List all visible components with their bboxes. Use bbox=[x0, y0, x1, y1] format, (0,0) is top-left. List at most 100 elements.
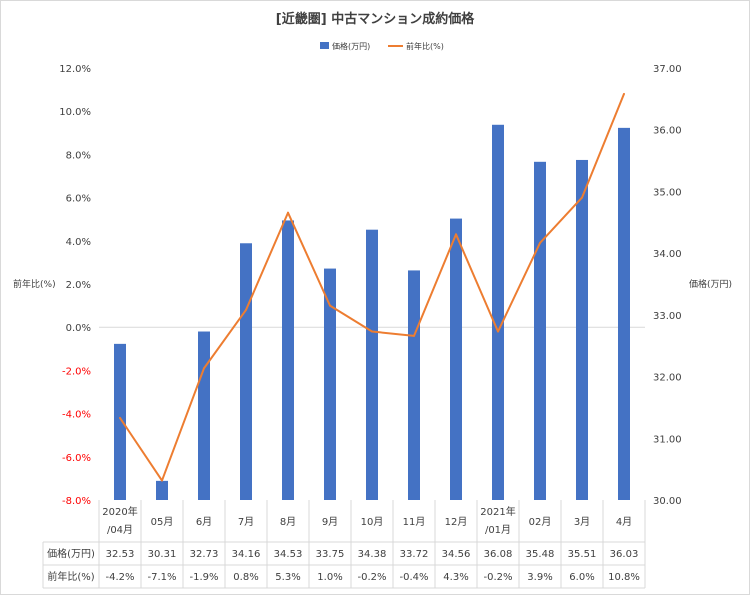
left-tick-label: 12.0% bbox=[59, 64, 91, 75]
line-point bbox=[581, 196, 583, 199]
right-tick-label: 34.00 bbox=[653, 249, 682, 260]
category-label: 11月 bbox=[403, 516, 426, 528]
category-label: 2020年 bbox=[102, 505, 137, 518]
bar bbox=[198, 331, 210, 500]
line-series bbox=[119, 92, 625, 482]
table-cell-price: 36.03 bbox=[610, 549, 639, 560]
right-tick-label: 36.00 bbox=[653, 126, 682, 137]
category-label: 02月 bbox=[529, 516, 552, 528]
line-point bbox=[203, 367, 205, 370]
category-label: 2021年 bbox=[480, 505, 515, 518]
table-cell-price: 33.72 bbox=[400, 549, 429, 560]
right-tick-label: 37.00 bbox=[653, 64, 682, 75]
line-point bbox=[539, 241, 541, 244]
table-row-header-yoy: 前年比(%) bbox=[47, 570, 94, 583]
right-tick-label: 33.00 bbox=[653, 311, 682, 322]
table-cell-yoy: 4.3% bbox=[443, 572, 468, 583]
line-point bbox=[497, 330, 499, 333]
category-label: 12月 bbox=[445, 516, 468, 528]
category-label: 4月 bbox=[616, 516, 632, 528]
bar bbox=[366, 229, 378, 501]
left-tick-label: -6.0% bbox=[62, 453, 91, 464]
line-point bbox=[287, 211, 289, 214]
bar bbox=[450, 218, 462, 500]
line-point bbox=[371, 330, 373, 333]
left-axis: 12.0% 10.0% 8.0% 6.0% 4.0% 2.0% 0.0% -2.0% -4.0%… bbox=[59, 64, 91, 507]
table-cell-yoy: -1.9% bbox=[189, 572, 218, 583]
left-tick-label: 10.0% bbox=[59, 107, 91, 118]
table-cell-price: 33.75 bbox=[316, 549, 345, 560]
line-point bbox=[329, 304, 331, 307]
legend-label-bar: 価格(万円) bbox=[332, 41, 370, 51]
category-label: 7月 bbox=[238, 516, 254, 528]
legend-swatch-bar bbox=[320, 42, 329, 49]
line-point bbox=[119, 416, 121, 419]
left-tick-label: 0.0% bbox=[66, 323, 91, 334]
bar-series bbox=[114, 124, 630, 501]
left-tick-label: -2.0% bbox=[62, 366, 91, 377]
line-point bbox=[623, 92, 625, 95]
bar bbox=[618, 127, 630, 500]
table-cell-price: 34.16 bbox=[232, 549, 261, 560]
right-axis-title: 価格(万円) bbox=[689, 278, 732, 290]
table-cell-yoy: -0.2% bbox=[357, 572, 386, 583]
table-cell-yoy: 6.0% bbox=[569, 572, 594, 583]
table-cell-price: 35.48 bbox=[526, 549, 555, 560]
category-label: 10月 bbox=[361, 516, 384, 528]
line-point bbox=[455, 233, 457, 236]
table-row-header-price: 価格(万円) bbox=[47, 547, 95, 560]
table-cell-yoy: 10.8% bbox=[608, 572, 640, 583]
line-point bbox=[161, 479, 163, 482]
bar bbox=[240, 243, 252, 501]
bar bbox=[114, 343, 126, 500]
legend: 価格(万円) 前年比(%) bbox=[320, 41, 444, 51]
table-cell-price: 36.08 bbox=[484, 549, 513, 560]
left-tick-label: 8.0% bbox=[66, 150, 91, 161]
table-cell-price: 34.56 bbox=[442, 549, 471, 560]
left-tick-label: 6.0% bbox=[66, 194, 91, 205]
category-label: 3月 bbox=[574, 516, 590, 528]
table-cell-price: 32.53 bbox=[106, 549, 135, 560]
table-cell-yoy: -0.4% bbox=[399, 572, 428, 583]
table-cell-price: 34.38 bbox=[358, 549, 387, 560]
category-label: 8月 bbox=[280, 516, 296, 528]
table-cell-price: 35.51 bbox=[568, 549, 597, 560]
bar bbox=[408, 270, 420, 500]
right-tick-label: 31.00 bbox=[653, 434, 682, 445]
table-cell-price: 30.31 bbox=[148, 549, 177, 560]
left-tick-label: -8.0% bbox=[62, 496, 91, 507]
category-label: /01月 bbox=[485, 524, 511, 536]
bar bbox=[492, 124, 504, 500]
right-tick-label: 30.00 bbox=[653, 496, 682, 507]
bar bbox=[282, 220, 294, 501]
table-cell-yoy: 3.9% bbox=[527, 572, 552, 583]
left-tick-label: 4.0% bbox=[66, 237, 91, 248]
table-cell-yoy: -7.1% bbox=[147, 572, 176, 583]
line-point bbox=[245, 308, 247, 311]
category-label: 05月 bbox=[151, 516, 174, 528]
left-tick-label: -4.0% bbox=[62, 410, 91, 421]
right-tick-label: 35.00 bbox=[653, 187, 682, 198]
table-cell-price: 32.73 bbox=[190, 549, 219, 560]
bar bbox=[156, 480, 168, 500]
chart-title: [近畿圏] 中古マンション成約価格 bbox=[276, 11, 475, 27]
right-axis: 37.00 36.00 35.00 34.00 33.00 32.00 31.00 30.00 bbox=[653, 64, 682, 507]
category-label: 9月 bbox=[322, 516, 338, 528]
table-cell-yoy: -4.2% bbox=[105, 572, 134, 583]
line-point bbox=[413, 334, 415, 337]
table-cell-price: 34.53 bbox=[274, 549, 303, 560]
data-table: 2020年/04月 05月 6月 7月 8月 9月 10月 11月 12月 2021年/01月 02… bbox=[42, 500, 646, 589]
left-tick-label: 2.0% bbox=[66, 280, 91, 291]
table-cell-yoy: -0.2% bbox=[483, 572, 512, 583]
left-axis-title: 前年比(%) bbox=[13, 278, 56, 290]
bar bbox=[324, 268, 336, 500]
bar bbox=[576, 159, 588, 500]
category-label: /04月 bbox=[107, 524, 133, 536]
bar bbox=[534, 161, 546, 500]
right-tick-label: 32.00 bbox=[653, 373, 682, 384]
table-cell-yoy: 1.0% bbox=[317, 572, 342, 583]
table-cell-yoy: 5.3% bbox=[275, 572, 300, 583]
table-cell-yoy: 0.8% bbox=[233, 572, 258, 583]
